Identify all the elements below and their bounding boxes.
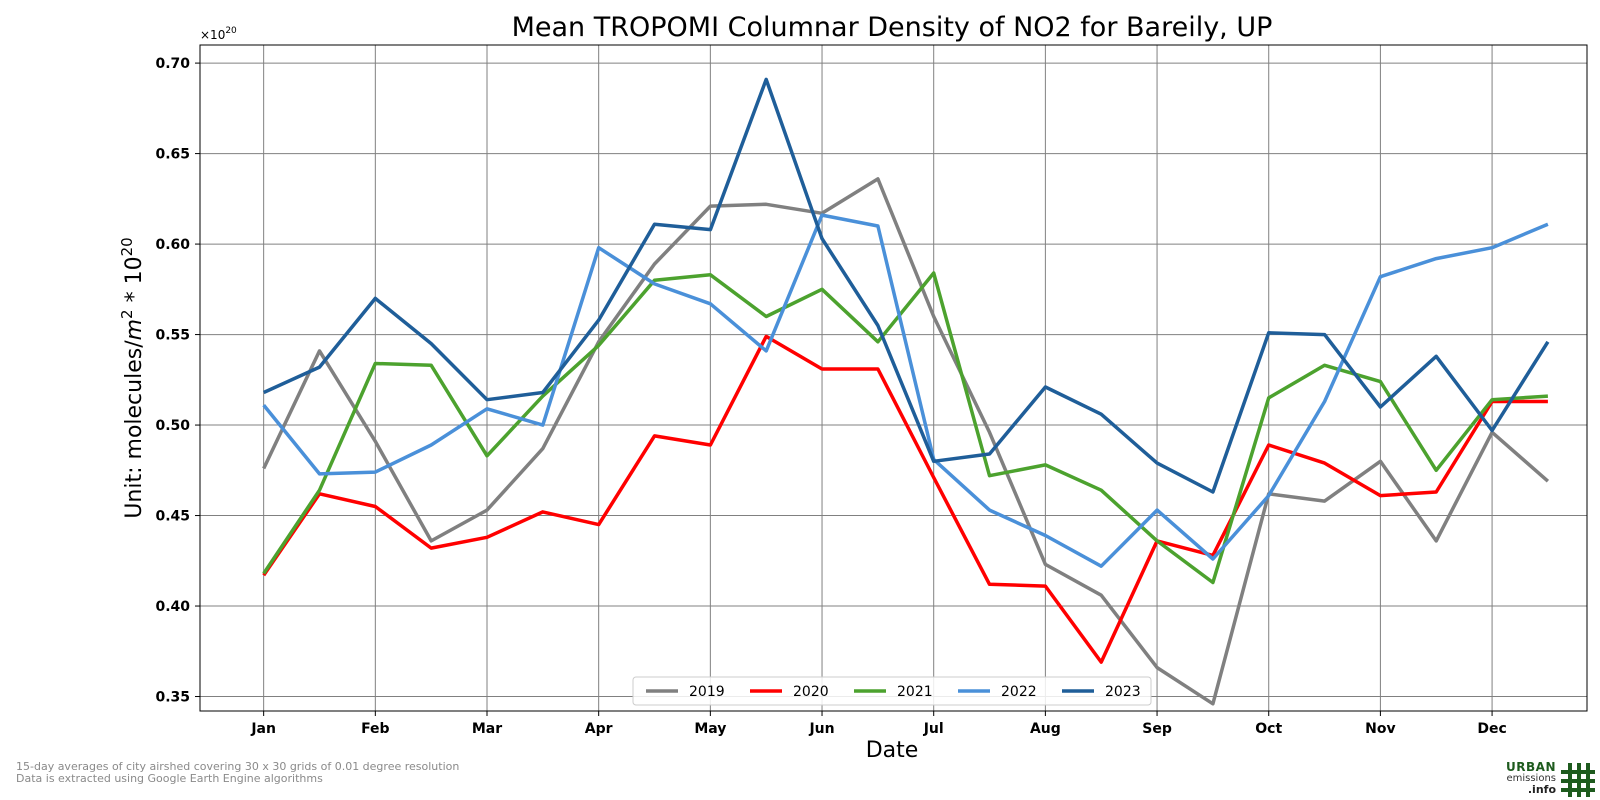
x-tick-label: Jan [250, 721, 276, 737]
y-tick-label: 0.70 [155, 56, 190, 72]
urban-emissions-logo: URBAN emissions .info [1498, 760, 1598, 798]
axis-ticks: Jan Feb Mar Apr May Jun Jul Aug Sep Oct Nov Dec 0.35… [155, 56, 1506, 737]
series-line-2022 [262, 213, 1549, 568]
footer-line-2: Data is extracted using Google Earth Eng… [16, 772, 323, 785]
y-tick-label: 0.35 [155, 690, 190, 706]
x-tick-label: Mar [472, 721, 502, 737]
series-lines [262, 77, 1550, 706]
legend: 2019 2020 2021 2022 2023 [632, 676, 1152, 706]
grid-hash-icon [1561, 763, 1595, 797]
y-tick-label: 0.65 [155, 147, 190, 163]
x-tick-label: Aug [1030, 721, 1061, 737]
scale-multiplier: ×1020 [200, 26, 237, 42]
footer-line-1: 15-day averages of city airshed covering… [16, 760, 460, 773]
series-line-2021 [262, 271, 1549, 585]
legend-label-2022: 2022 [1001, 684, 1037, 700]
footer-note: 15-day averages of city airshed covering… [16, 761, 459, 785]
y-tick-label: 0.45 [155, 509, 190, 525]
x-tick-label: Sep [1142, 721, 1172, 737]
y-tick-label: 0.50 [155, 418, 190, 434]
x-tick-label: Nov [1365, 721, 1395, 737]
y-tick-label: 0.55 [155, 328, 190, 344]
legend-frame [632, 676, 1152, 706]
x-tick-label: Feb [361, 721, 390, 737]
legend-label-2021: 2021 [897, 684, 933, 700]
legend-label-2023: 2023 [1105, 684, 1141, 700]
x-tick-label: Oct [1255, 721, 1282, 737]
x-tick-label: Dec [1477, 721, 1506, 737]
logo-line-1: URBAN [1506, 760, 1556, 774]
x-tick-label: Jun [808, 721, 834, 737]
x-axis-label: Date [866, 738, 919, 763]
y-tick-label: 0.60 [155, 237, 190, 253]
legend-label-2020: 2020 [793, 684, 829, 700]
series-line-2023 [262, 77, 1550, 494]
logo-line-2: emissions [1506, 773, 1556, 784]
y-tick-label: 0.40 [155, 599, 190, 615]
legend-label-2019: 2019 [689, 684, 725, 700]
logo-line-3: .info [1527, 783, 1556, 796]
series-line-2019 [262, 177, 1550, 706]
chart-title: Mean TROPOMI Columnar Density of NO2 for… [512, 12, 1273, 43]
x-tick-label: Jul [923, 721, 944, 737]
grid-lines [200, 45, 1587, 711]
logo-text: URBAN emissions .info [1506, 760, 1556, 796]
series-line-2020 [262, 334, 1548, 664]
x-tick-label: Apr [585, 721, 613, 737]
plot-frame [199, 44, 1588, 712]
x-tick-label: May [694, 721, 726, 737]
y-axis-label: Unit: molecules/m2 * 1020 [118, 237, 147, 518]
